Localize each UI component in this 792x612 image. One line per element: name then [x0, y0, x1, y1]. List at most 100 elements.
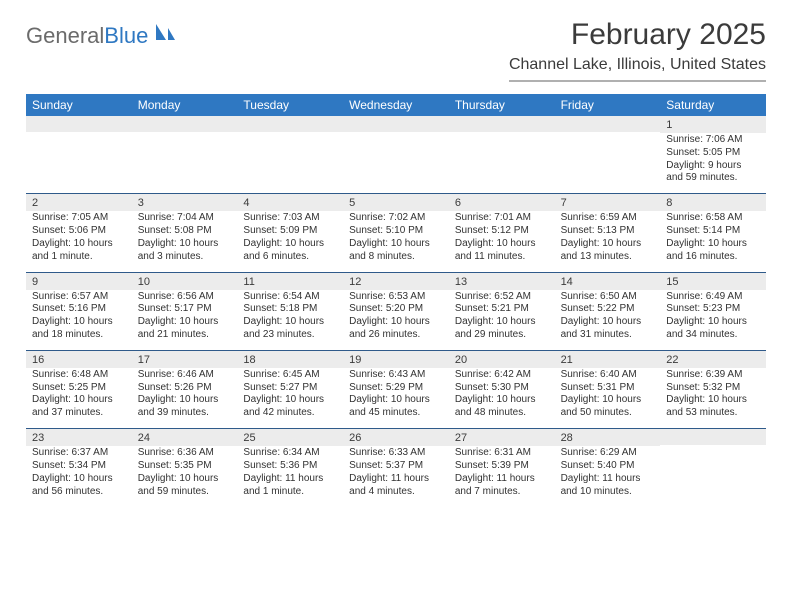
- day-number: 18: [237, 351, 343, 368]
- calendar-cell: 20Sunrise: 6:42 AMSunset: 5:30 PMDayligh…: [449, 351, 555, 428]
- calendar-cell: 14Sunrise: 6:50 AMSunset: 5:22 PMDayligh…: [555, 273, 661, 350]
- day-details: Sunrise: 7:03 AMSunset: 5:09 PMDaylight:…: [237, 211, 343, 271]
- day-number: [26, 116, 132, 132]
- day-details: Sunrise: 6:53 AMSunset: 5:20 PMDaylight:…: [343, 290, 449, 350]
- calendar-cell: 24Sunrise: 6:36 AMSunset: 5:35 PMDayligh…: [132, 429, 238, 506]
- day-number: 21: [555, 351, 661, 368]
- calendar-week: 9Sunrise: 6:57 AMSunset: 5:16 PMDaylight…: [26, 272, 766, 350]
- day-details: Sunrise: 6:52 AMSunset: 5:21 PMDaylight:…: [449, 290, 555, 350]
- day-details: Sunrise: 6:37 AMSunset: 5:34 PMDaylight:…: [26, 446, 132, 506]
- day-details: Sunrise: 6:46 AMSunset: 5:26 PMDaylight:…: [132, 368, 238, 428]
- day-number: 11: [237, 273, 343, 290]
- day-details: Sunrise: 6:31 AMSunset: 5:39 PMDaylight:…: [449, 446, 555, 506]
- calendar-cell: 28Sunrise: 6:29 AMSunset: 5:40 PMDayligh…: [555, 429, 661, 506]
- calendar-cell: 25Sunrise: 6:34 AMSunset: 5:36 PMDayligh…: [237, 429, 343, 506]
- calendar-cell: 4Sunrise: 7:03 AMSunset: 5:09 PMDaylight…: [237, 194, 343, 271]
- day-details: Sunrise: 6:42 AMSunset: 5:30 PMDaylight:…: [449, 368, 555, 428]
- day-details: Sunrise: 6:29 AMSunset: 5:40 PMDaylight:…: [555, 446, 661, 506]
- day-details: Sunrise: 6:36 AMSunset: 5:35 PMDaylight:…: [132, 446, 238, 506]
- calendar-week: 2Sunrise: 7:05 AMSunset: 5:06 PMDaylight…: [26, 193, 766, 271]
- day-number: 5: [343, 194, 449, 211]
- calendar-cell: [660, 429, 766, 506]
- day-number: [132, 116, 238, 132]
- calendar-body: 1Sunrise: 7:06 AMSunset: 5:05 PMDaylight…: [26, 116, 766, 506]
- logo: GeneralBlue: [26, 22, 176, 50]
- day-number: [449, 116, 555, 132]
- calendar-cell: 16Sunrise: 6:48 AMSunset: 5:25 PMDayligh…: [26, 351, 132, 428]
- calendar-cell: 7Sunrise: 6:59 AMSunset: 5:13 PMDaylight…: [555, 194, 661, 271]
- calendar-cell: 21Sunrise: 6:40 AMSunset: 5:31 PMDayligh…: [555, 351, 661, 428]
- day-number: 1: [660, 116, 766, 133]
- calendar-cell: 22Sunrise: 6:39 AMSunset: 5:32 PMDayligh…: [660, 351, 766, 428]
- logo-word2: Blue: [104, 23, 148, 49]
- day-number: 8: [660, 194, 766, 211]
- header: GeneralBlue February 2025 Channel Lake, …: [0, 0, 792, 86]
- day-number: [660, 429, 766, 445]
- calendar-cell: 2Sunrise: 7:05 AMSunset: 5:06 PMDaylight…: [26, 194, 132, 271]
- day-details: Sunrise: 7:01 AMSunset: 5:12 PMDaylight:…: [449, 211, 555, 271]
- page-title: February 2025: [509, 18, 766, 52]
- calendar-week: 16Sunrise: 6:48 AMSunset: 5:25 PMDayligh…: [26, 350, 766, 428]
- dayhead-tue: Tuesday: [237, 94, 343, 116]
- calendar-cell: 13Sunrise: 6:52 AMSunset: 5:21 PMDayligh…: [449, 273, 555, 350]
- calendar-cell: [343, 116, 449, 193]
- day-details: Sunrise: 6:33 AMSunset: 5:37 PMDaylight:…: [343, 446, 449, 506]
- day-number: 7: [555, 194, 661, 211]
- calendar-cell: 23Sunrise: 6:37 AMSunset: 5:34 PMDayligh…: [26, 429, 132, 506]
- day-details: Sunrise: 7:02 AMSunset: 5:10 PMDaylight:…: [343, 211, 449, 271]
- day-number: 17: [132, 351, 238, 368]
- calendar-cell: 1Sunrise: 7:06 AMSunset: 5:05 PMDaylight…: [660, 116, 766, 193]
- dayhead-mon: Monday: [132, 94, 238, 116]
- calendar-cell: 26Sunrise: 6:33 AMSunset: 5:37 PMDayligh…: [343, 429, 449, 506]
- calendar-week: 1Sunrise: 7:06 AMSunset: 5:05 PMDaylight…: [26, 116, 766, 193]
- day-number: 15: [660, 273, 766, 290]
- dayhead-wed: Wednesday: [343, 94, 449, 116]
- calendar-cell: 3Sunrise: 7:04 AMSunset: 5:08 PMDaylight…: [132, 194, 238, 271]
- calendar-cell: 12Sunrise: 6:53 AMSunset: 5:20 PMDayligh…: [343, 273, 449, 350]
- calendar-cell: [237, 116, 343, 193]
- day-details: Sunrise: 6:45 AMSunset: 5:27 PMDaylight:…: [237, 368, 343, 428]
- day-number: 14: [555, 273, 661, 290]
- calendar: Sunday Monday Tuesday Wednesday Thursday…: [26, 94, 766, 506]
- day-details: Sunrise: 6:56 AMSunset: 5:17 PMDaylight:…: [132, 290, 238, 350]
- calendar-cell: [132, 116, 238, 193]
- day-number: [343, 116, 449, 132]
- day-number: 10: [132, 273, 238, 290]
- day-number: [555, 116, 661, 132]
- day-details: Sunrise: 6:59 AMSunset: 5:13 PMDaylight:…: [555, 211, 661, 271]
- day-details: Sunrise: 6:43 AMSunset: 5:29 PMDaylight:…: [343, 368, 449, 428]
- day-number: 2: [26, 194, 132, 211]
- location-line: Channel Lake, Illinois, United States: [509, 56, 766, 82]
- calendar-cell: 9Sunrise: 6:57 AMSunset: 5:16 PMDaylight…: [26, 273, 132, 350]
- day-number: 25: [237, 429, 343, 446]
- day-number: 4: [237, 194, 343, 211]
- day-number: 26: [343, 429, 449, 446]
- day-number: 9: [26, 273, 132, 290]
- calendar-cell: 5Sunrise: 7:02 AMSunset: 5:10 PMDaylight…: [343, 194, 449, 271]
- day-details: Sunrise: 7:05 AMSunset: 5:06 PMDaylight:…: [26, 211, 132, 271]
- day-number: 12: [343, 273, 449, 290]
- logo-word1: General: [26, 23, 104, 49]
- calendar-day-header: Sunday Monday Tuesday Wednesday Thursday…: [26, 94, 766, 116]
- calendar-week: 23Sunrise: 6:37 AMSunset: 5:34 PMDayligh…: [26, 428, 766, 506]
- day-number: 20: [449, 351, 555, 368]
- dayhead-sat: Saturday: [660, 94, 766, 116]
- day-details: Sunrise: 6:39 AMSunset: 5:32 PMDaylight:…: [660, 368, 766, 428]
- day-number: 23: [26, 429, 132, 446]
- calendar-cell: 6Sunrise: 7:01 AMSunset: 5:12 PMDaylight…: [449, 194, 555, 271]
- calendar-cell: 27Sunrise: 6:31 AMSunset: 5:39 PMDayligh…: [449, 429, 555, 506]
- day-details: Sunrise: 7:06 AMSunset: 5:05 PMDaylight:…: [660, 133, 766, 193]
- day-details: Sunrise: 6:40 AMSunset: 5:31 PMDaylight:…: [555, 368, 661, 428]
- calendar-cell: 18Sunrise: 6:45 AMSunset: 5:27 PMDayligh…: [237, 351, 343, 428]
- dayhead-fri: Friday: [555, 94, 661, 116]
- day-number: 19: [343, 351, 449, 368]
- day-number: 6: [449, 194, 555, 211]
- day-number: 28: [555, 429, 661, 446]
- day-details: Sunrise: 6:49 AMSunset: 5:23 PMDaylight:…: [660, 290, 766, 350]
- day-number: 3: [132, 194, 238, 211]
- dayhead-sun: Sunday: [26, 94, 132, 116]
- day-number: 22: [660, 351, 766, 368]
- calendar-cell: 19Sunrise: 6:43 AMSunset: 5:29 PMDayligh…: [343, 351, 449, 428]
- day-number: 24: [132, 429, 238, 446]
- day-number: 27: [449, 429, 555, 446]
